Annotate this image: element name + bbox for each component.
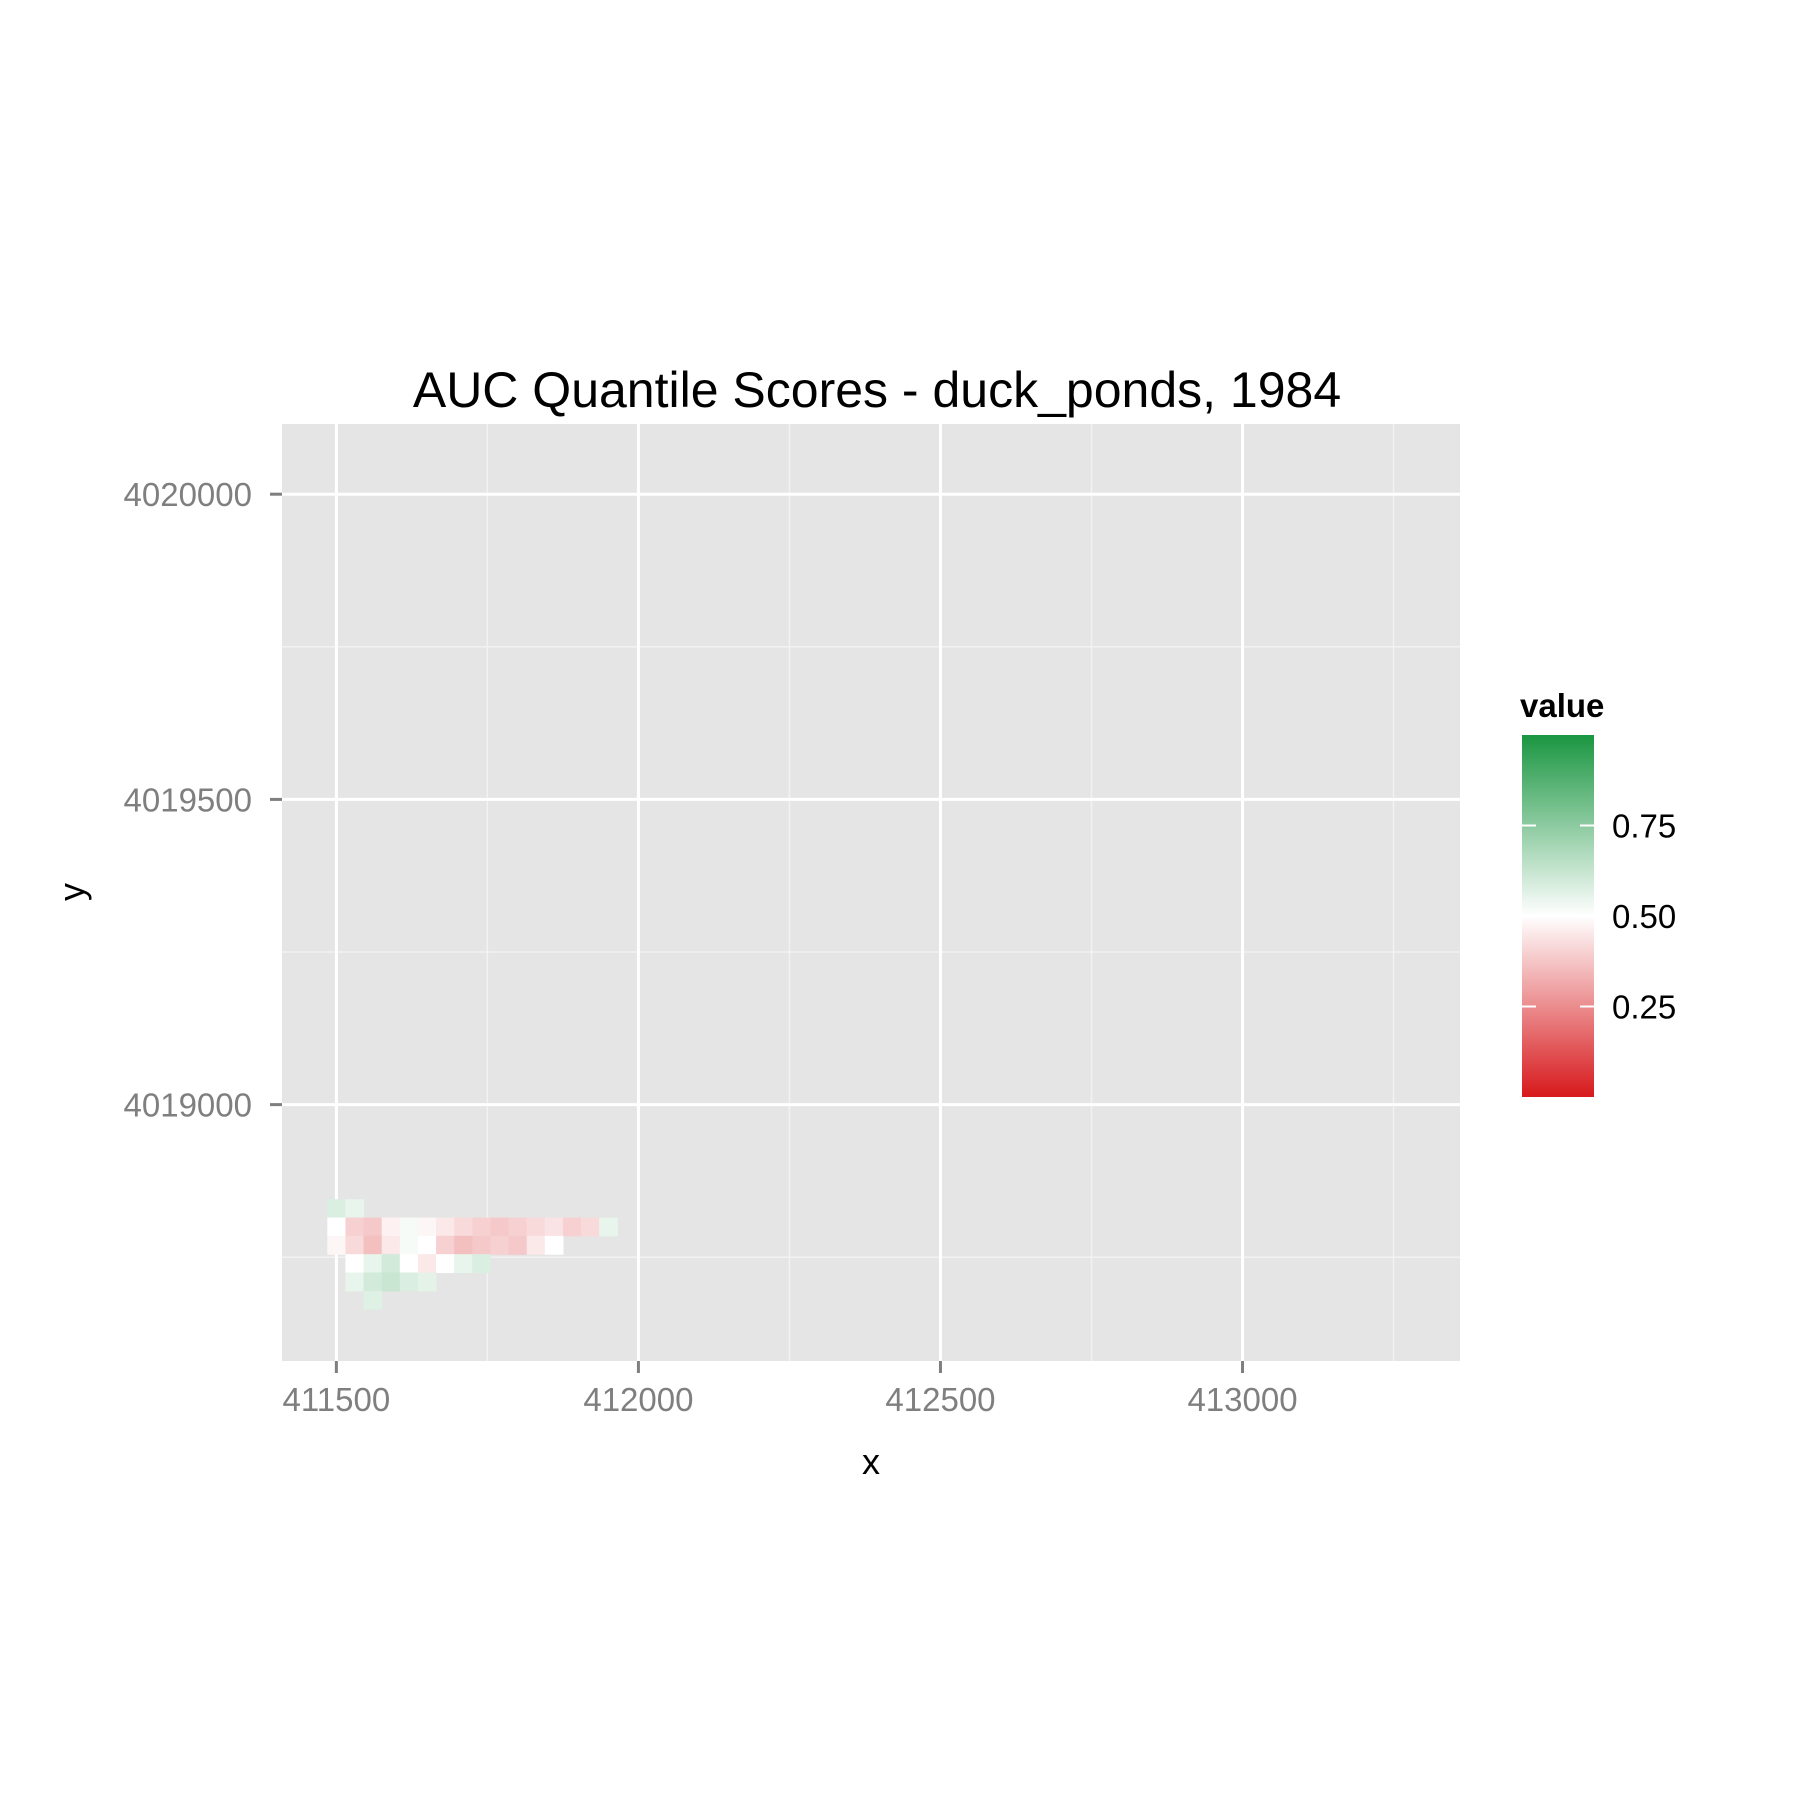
y-tick-label: 4019000 bbox=[124, 1087, 252, 1124]
heatmap-cell bbox=[508, 1235, 528, 1255]
heatmap-cell bbox=[436, 1217, 455, 1237]
x-axis-title: x bbox=[862, 1441, 880, 1482]
y-tick-label: 4020000 bbox=[124, 476, 252, 513]
heatmap-cell bbox=[399, 1254, 419, 1274]
legend-title: value bbox=[1520, 687, 1604, 724]
y-tick-label: 4019500 bbox=[124, 781, 252, 818]
heatmap-cell bbox=[562, 1217, 582, 1237]
heatmap-cell bbox=[381, 1217, 401, 1237]
heatmap-cell bbox=[454, 1217, 473, 1237]
x-tick-label: 412500 bbox=[885, 1381, 995, 1418]
legend-tick-label: 0.25 bbox=[1612, 989, 1676, 1026]
heatmap-cell bbox=[526, 1235, 546, 1255]
y-axis-title: y bbox=[51, 883, 92, 901]
heatmap-cell bbox=[436, 1254, 455, 1274]
heatmap-cell bbox=[381, 1272, 401, 1292]
legend-tick-label: 0.50 bbox=[1612, 898, 1676, 935]
heatmap-cell bbox=[490, 1217, 510, 1237]
heatmap-cell bbox=[363, 1254, 383, 1274]
heatmap-cell bbox=[381, 1235, 401, 1255]
x-tick-label: 412000 bbox=[583, 1381, 693, 1418]
heatmap-cell bbox=[399, 1217, 419, 1237]
heatmap-cell bbox=[345, 1235, 365, 1255]
x-axis: 411500 412000 412500 413000 bbox=[283, 1361, 1298, 1418]
heatmap-cell bbox=[345, 1217, 365, 1237]
heatmap-cell bbox=[363, 1290, 383, 1310]
x-tick-label: 411500 bbox=[283, 1381, 391, 1418]
grid-minor bbox=[282, 424, 1460, 1361]
heatmap-cell bbox=[345, 1254, 365, 1274]
heatmap-cell bbox=[345, 1199, 365, 1219]
heatmap-cell bbox=[363, 1235, 383, 1255]
heatmap-cell bbox=[454, 1254, 473, 1274]
y-axis: 4019000 4019500 4020000 bbox=[124, 476, 282, 1124]
heatmap-cell bbox=[327, 1199, 347, 1219]
legend-tick-label: 0.75 bbox=[1612, 808, 1676, 845]
heatmap-cell bbox=[472, 1235, 492, 1255]
legend-ticks: 0.25 0.50 0.75 bbox=[1522, 808, 1676, 1026]
grid-major bbox=[282, 424, 1460, 1361]
heatmap-cell bbox=[381, 1254, 401, 1274]
heatmap-cell bbox=[599, 1217, 618, 1237]
heatmap-cell bbox=[417, 1235, 437, 1255]
heatmap-cell bbox=[472, 1254, 492, 1274]
heatmap-cell bbox=[544, 1235, 564, 1255]
chart-title: AUC Quantile Scores - duck_ponds, 1984 bbox=[413, 362, 1341, 418]
heatmap-cell bbox=[581, 1217, 600, 1237]
heatmap-cell bbox=[345, 1272, 365, 1292]
plot-panel bbox=[282, 424, 1460, 1361]
heatmap-cell bbox=[399, 1235, 419, 1255]
heatmap-cell bbox=[436, 1235, 455, 1255]
heatmap-cell bbox=[363, 1272, 383, 1292]
heatmap-cell bbox=[363, 1217, 383, 1237]
heatmap-cells bbox=[327, 1199, 618, 1310]
heatmap-cell bbox=[327, 1235, 347, 1255]
heatmap-cell bbox=[399, 1272, 419, 1292]
x-tick-label: 413000 bbox=[1187, 1381, 1297, 1418]
heatmap-cell bbox=[417, 1272, 437, 1292]
heatmap-cell bbox=[417, 1254, 437, 1274]
heatmap-cell bbox=[327, 1217, 347, 1237]
heatmap-cell bbox=[490, 1235, 510, 1255]
heatmap-cell bbox=[526, 1217, 546, 1237]
heatmap-cell bbox=[508, 1217, 528, 1237]
heatmap-cell bbox=[417, 1217, 437, 1237]
heatmap-cell bbox=[544, 1217, 564, 1237]
heatmap-cell bbox=[454, 1235, 473, 1255]
heatmap-cell bbox=[472, 1217, 492, 1237]
